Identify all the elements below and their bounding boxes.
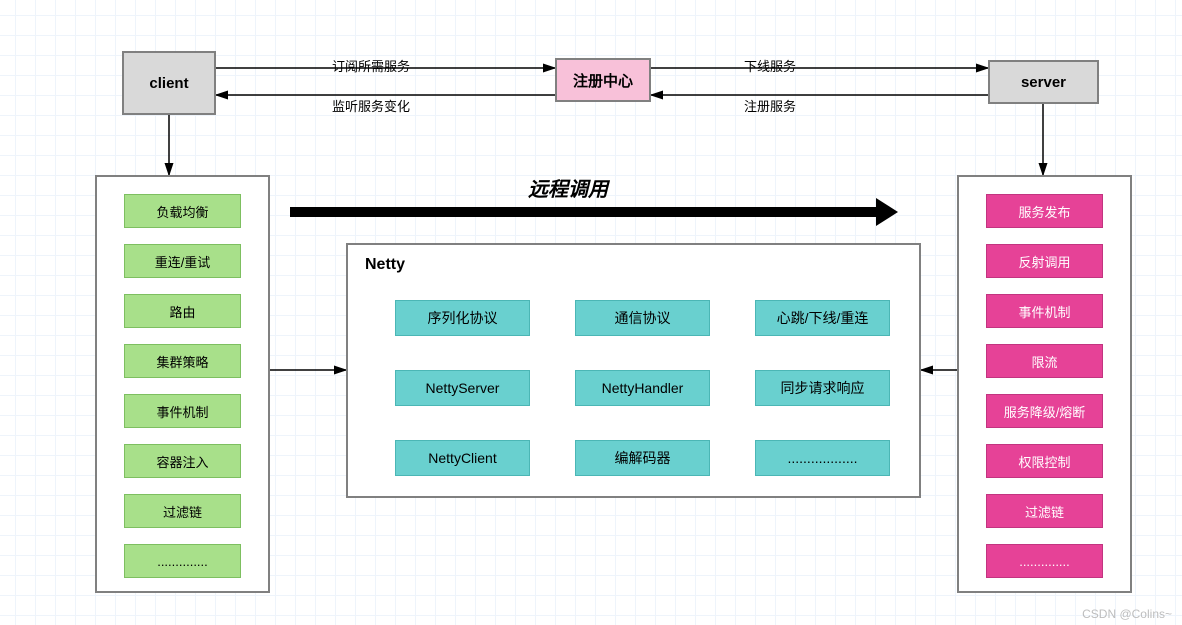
client-item-6: 过滤链 [124,494,241,528]
netty-cell-2-2-label: .................. [787,450,857,466]
server-item-0-label: 服务发布 [1018,202,1070,221]
client-item-3-label: 集群策略 [156,352,208,371]
server-item-1-label: 反射调用 [1018,252,1070,271]
client-item-6-label: 过滤链 [163,502,202,521]
server-item-1: 反射调用 [986,244,1103,278]
server-item-3: 限流 [986,344,1103,378]
server-item-0: 服务发布 [986,194,1103,228]
netty-cell-1-2: 同步请求响应 [755,370,890,406]
server-item-3-label: 限流 [1031,352,1057,371]
edge-label-subscribe: 订阅所需服务 [332,56,410,75]
server-item-2: 事件机制 [986,294,1103,328]
server-item-6-label: 过滤链 [1025,502,1064,521]
netty-cell-2-2: .................. [755,440,890,476]
client-item-2-label: 路由 [169,302,195,321]
server-item-4-label: 服务降级/熔断 [1004,402,1086,421]
client-item-0-label: 负载均衡 [156,202,208,221]
netty-cell-0-2: 心跳/下线/重连 [755,300,890,336]
netty-cell-1-1-label: NettyHandler [602,380,684,396]
netty-cell-2-0-label: NettyClient [428,450,496,466]
netty-cell-2-0: NettyClient [395,440,530,476]
registry-node: 注册中心 [555,58,651,102]
server-item-7: .............. [986,544,1103,578]
netty-cell-1-0: NettyServer [395,370,530,406]
netty-cell-1-1: NettyHandler [575,370,710,406]
server-item-2-label: 事件机制 [1018,302,1070,321]
client-label: client [149,75,188,92]
server-node: server [988,60,1099,104]
client-item-7-label: .............. [157,554,208,569]
netty-title: Netty [365,256,405,274]
remote-call-title: 远程调用 [528,173,608,202]
netty-cell-2-1: 编解码器 [575,440,710,476]
client-item-0: 负载均衡 [124,194,241,228]
diagram-canvas: client 注册中心 server 订阅所需服务 监听服务变化 下线服务 注册… [0,0,1182,625]
netty-cell-1-2-label: 同步请求响应 [781,378,865,398]
netty-cell-0-2-label: 心跳/下线/重连 [777,308,869,328]
registry-label: 注册中心 [573,70,633,91]
remote-call-arrow [290,207,880,217]
netty-cell-0-1-label: 通信协议 [615,308,671,328]
edge-label-offline: 下线服务 [744,56,796,75]
client-item-3: 集群策略 [124,344,241,378]
server-item-5-label: 权限控制 [1018,452,1070,471]
watermark: CSDN @Colins~ [1082,607,1172,621]
netty-cell-0-0-label: 序列化协议 [428,308,498,328]
server-item-7-label: .............. [1019,554,1070,569]
client-item-5: 容器注入 [124,444,241,478]
server-label: server [1021,74,1066,91]
client-item-2: 路由 [124,294,241,328]
client-panel [95,175,270,593]
netty-cell-1-0-label: NettyServer [426,380,500,396]
client-item-4-label: 事件机制 [156,402,208,421]
client-node: client [122,51,216,115]
client-item-4: 事件机制 [124,394,241,428]
netty-cell-0-0: 序列化协议 [395,300,530,336]
client-item-1: 重连/重试 [124,244,241,278]
edge-label-listen: 监听服务变化 [332,96,410,115]
netty-cell-0-1: 通信协议 [575,300,710,336]
server-item-6: 过滤链 [986,494,1103,528]
client-item-5-label: 容器注入 [156,452,208,471]
client-item-7: .............. [124,544,241,578]
edge-label-register: 注册服务 [744,96,796,115]
server-item-5: 权限控制 [986,444,1103,478]
client-item-1-label: 重连/重试 [155,252,211,271]
server-panel [957,175,1132,593]
netty-cell-2-1-label: 编解码器 [615,448,671,468]
server-item-4: 服务降级/熔断 [986,394,1103,428]
